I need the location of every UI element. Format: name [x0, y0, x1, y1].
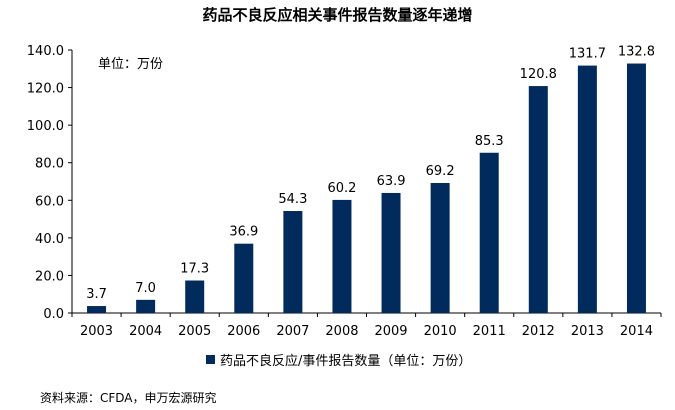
x-tick-label: 2006	[227, 324, 260, 339]
x-tick-label: 2009	[374, 324, 407, 339]
data-label: 17.3	[180, 262, 209, 277]
x-tick-label: 2007	[276, 324, 309, 339]
x-tick-label: 2012	[522, 324, 555, 339]
data-label: 36.9	[229, 225, 258, 240]
source-note: 资料来源：CFDA，申万宏源研究	[40, 391, 217, 405]
bar	[185, 280, 205, 313]
bar	[528, 86, 548, 313]
x-tick-label: 2004	[129, 324, 162, 339]
y-tick-label: 80.0	[35, 157, 64, 172]
x-tick-label: 2005	[178, 324, 211, 339]
data-labels: 3.7 7.0 17.3 36.9 54.3 60.2 63.9 69.2 85.3 120.8 1…	[86, 45, 655, 303]
chart-title: 药品不良反应相关事件报告数量逐年递增	[202, 6, 473, 24]
y-tick-label: 100.0	[27, 119, 64, 134]
bar	[626, 63, 646, 314]
data-label: 120.8	[520, 67, 557, 82]
legend-swatch	[206, 355, 215, 364]
bars	[87, 63, 646, 314]
unit-note: 单位：万份	[98, 57, 164, 72]
bar	[87, 306, 107, 313]
bar	[136, 299, 156, 313]
y-tick-label: 40.0	[35, 232, 64, 247]
bar	[381, 192, 401, 313]
legend-label: 药品不良反应/事件报告数量（单位：万份）	[220, 354, 472, 369]
x-axis: 2003 2004 2005 2006 2007 2008 2009 2010 2011 2012…	[71, 312, 662, 339]
data-label: 69.2	[426, 164, 455, 179]
x-tick-label: 2011	[473, 324, 506, 339]
bar	[234, 243, 254, 313]
y-tick-label: 120.0	[27, 82, 64, 97]
x-tick-label: 2010	[424, 324, 457, 339]
x-tick-label: 2013	[571, 324, 604, 339]
y-axis: 0.0 20.0 40.0 60.0 80.0 100.0 120.0 140.0	[27, 44, 73, 322]
data-label: 3.7	[86, 287, 107, 302]
data-label: 63.9	[377, 174, 406, 189]
y-tick-label: 140.0	[27, 44, 64, 59]
bar	[577, 65, 597, 314]
data-label: 132.8	[618, 45, 655, 60]
y-tick-label: 60.0	[35, 194, 64, 209]
bar	[430, 183, 450, 313]
x-tick-label: 2014	[620, 324, 653, 339]
x-tick-label: 2008	[325, 324, 358, 339]
data-label: 54.3	[278, 192, 307, 207]
data-label: 131.7	[569, 47, 606, 62]
data-label: 60.2	[327, 181, 356, 196]
x-tick-label: 2003	[80, 324, 113, 339]
data-label: 85.3	[475, 134, 504, 149]
bar	[479, 152, 499, 313]
y-tick-label: 0.0	[43, 307, 64, 322]
legend: 药品不良反应/事件报告数量（单位：万份）	[206, 350, 471, 369]
y-tick-label: 20.0	[35, 269, 64, 284]
data-label: 7.0	[135, 281, 156, 296]
bar	[283, 210, 303, 313]
bar	[332, 199, 352, 313]
